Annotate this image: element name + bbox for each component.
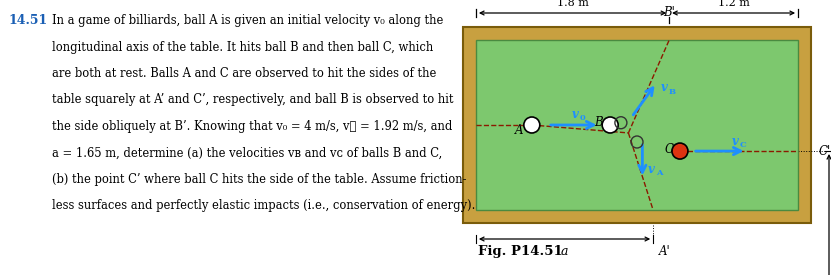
Text: 0: 0 — [580, 114, 586, 122]
Text: a: a — [561, 245, 568, 258]
Text: are both at rest. Balls A and C are observed to hit the sides of the: are both at rest. Balls A and C are obse… — [52, 67, 436, 80]
Text: a = 1.65 m, determine (a) the velocities vʙ and vᴄ of balls B and C,: a = 1.65 m, determine (a) the velocities… — [52, 147, 442, 160]
Text: (b) the point C’ where ball C hits the side of the table. Assume friction-: (b) the point C’ where ball C hits the s… — [52, 173, 466, 186]
Text: v: v — [647, 163, 655, 176]
Text: table squarely at A’ and C’, respectively, and ball B is observed to hit: table squarely at A’ and C’, respectivel… — [52, 94, 454, 106]
Circle shape — [672, 143, 688, 159]
Circle shape — [524, 117, 540, 133]
Text: Fig. P14.51: Fig. P14.51 — [478, 245, 563, 258]
Text: v: v — [731, 134, 738, 148]
Text: longitudinal axis of the table. It hits ball B and then ball C, which: longitudinal axis of the table. It hits … — [52, 40, 433, 54]
Bar — [463, 27, 811, 223]
Text: 1.8 m: 1.8 m — [557, 0, 588, 8]
Text: A': A' — [659, 245, 671, 258]
Text: C: C — [740, 141, 746, 149]
Bar — [476, 40, 798, 210]
Text: v: v — [661, 81, 667, 94]
Text: the side obliquely at B’. Knowing that v₀ = 4 m/s, v⁁ = 1.92 m/s, and: the side obliquely at B’. Knowing that v… — [52, 120, 452, 133]
Text: B: B — [594, 116, 602, 128]
Text: A: A — [656, 169, 662, 177]
Text: v: v — [571, 108, 578, 120]
Text: B: B — [669, 88, 676, 96]
Circle shape — [602, 117, 618, 133]
Text: B': B' — [663, 6, 675, 19]
Text: C: C — [665, 142, 673, 156]
Text: A: A — [514, 123, 523, 136]
Text: 14.51: 14.51 — [8, 14, 47, 27]
Text: C': C' — [819, 145, 831, 158]
Text: less surfaces and perfectly elastic impacts (i.e., conservation of energy).: less surfaces and perfectly elastic impa… — [52, 199, 475, 213]
Text: In a game of billiards, ball A is given an initial velocity v₀ along the: In a game of billiards, ball A is given … — [52, 14, 444, 27]
Text: 1.2 m: 1.2 m — [718, 0, 750, 8]
